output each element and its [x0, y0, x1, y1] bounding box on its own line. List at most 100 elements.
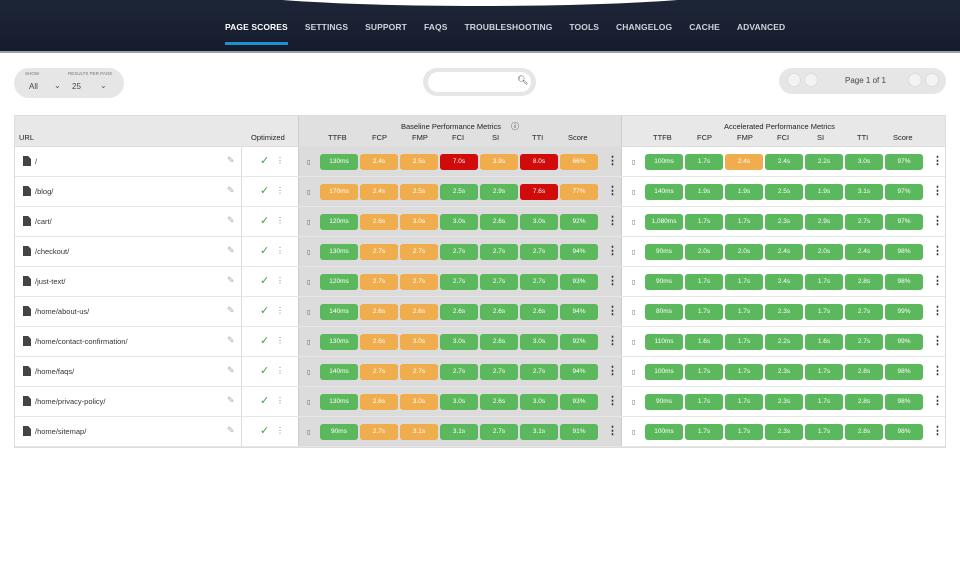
- search-input[interactable]: [428, 72, 531, 92]
- baseline-tti-header[interactable]: TTI: [532, 133, 544, 142]
- baseline-device-icon[interactable]: ▯: [307, 310, 311, 316]
- show-select[interactable]: All: [29, 82, 38, 91]
- baseline-fcp-header[interactable]: FCP: [372, 133, 387, 142]
- baseline-device-icon[interactable]: ▯: [307, 250, 311, 256]
- accelerated-device-icon[interactable]: ▯: [632, 220, 636, 226]
- optimized-menu-icon[interactable]: ⋮: [276, 336, 284, 345]
- edit-pencil-icon[interactable]: ✎: [227, 275, 235, 285]
- last-page-button[interactable]: [925, 73, 939, 87]
- next-page-button[interactable]: [908, 73, 922, 87]
- baseline-device-icon[interactable]: ▯: [307, 190, 311, 196]
- accelerated-row-menu-icon[interactable]: ⋮: [932, 275, 943, 287]
- optimized-menu-icon[interactable]: ⋮: [276, 366, 284, 375]
- url-link[interactable]: /just-text/: [35, 277, 66, 286]
- edit-pencil-icon[interactable]: ✎: [227, 335, 235, 345]
- edit-pencil-icon[interactable]: ✎: [227, 155, 235, 165]
- baseline-score-header[interactable]: Score: [568, 133, 588, 142]
- url-link[interactable]: /home/contact-confirmation/: [35, 337, 128, 346]
- url-link[interactable]: /cart/: [35, 217, 52, 226]
- baseline-row-menu-icon[interactable]: ⋮: [607, 305, 618, 317]
- search-icon[interactable]: 🔍︎: [517, 75, 529, 85]
- accelerated-row-menu-icon[interactable]: ⋮: [932, 185, 943, 197]
- baseline-device-icon[interactable]: ▯: [307, 220, 311, 226]
- accelerated-row-menu-icon[interactable]: ⋮: [932, 365, 943, 377]
- baseline-row-menu-icon[interactable]: ⋮: [607, 395, 618, 407]
- accelerated-device-icon[interactable]: ▯: [632, 160, 636, 166]
- baseline-row-menu-icon[interactable]: ⋮: [607, 335, 618, 347]
- accelerated-tti-header[interactable]: TTI: [857, 133, 869, 142]
- accelerated-si-header[interactable]: SI: [817, 133, 825, 142]
- nav-tab-settings[interactable]: SETTINGS: [304, 22, 349, 32]
- info-icon[interactable]: ⓘ: [511, 122, 519, 131]
- accelerated-device-icon[interactable]: ▯: [632, 370, 636, 376]
- prev-page-button[interactable]: [804, 73, 818, 87]
- accelerated-row-menu-icon[interactable]: ⋮: [932, 305, 943, 317]
- accelerated-device-icon[interactable]: ▯: [632, 400, 636, 406]
- nav-tab-tools[interactable]: TOOLS: [569, 22, 600, 32]
- url-link[interactable]: /: [35, 157, 38, 166]
- edit-pencil-icon[interactable]: ✎: [227, 215, 235, 225]
- baseline-row-menu-icon[interactable]: ⋮: [607, 425, 618, 437]
- nav-tab-support[interactable]: SUPPORT: [365, 22, 407, 32]
- baseline-ttfb-header[interactable]: TTFB: [328, 133, 347, 142]
- accelerated-device-icon[interactable]: ▯: [632, 310, 636, 316]
- accelerated-device-icon[interactable]: ▯: [632, 340, 636, 346]
- edit-pencil-icon[interactable]: ✎: [227, 245, 235, 255]
- baseline-device-icon[interactable]: ▯: [307, 340, 311, 346]
- accelerated-fmp-header[interactable]: FMP: [737, 133, 753, 142]
- nav-tab-changelog[interactable]: CHANGELOG: [616, 22, 673, 32]
- optimized-menu-icon[interactable]: ⋮: [276, 426, 284, 435]
- baseline-si-header[interactable]: SI: [492, 133, 500, 142]
- baseline-device-icon[interactable]: ▯: [307, 400, 311, 406]
- edit-pencil-icon[interactable]: ✎: [227, 185, 235, 195]
- baseline-row-menu-icon[interactable]: ⋮: [607, 245, 618, 257]
- optimized-menu-icon[interactable]: ⋮: [276, 186, 284, 195]
- accelerated-row-menu-icon[interactable]: ⋮: [932, 335, 943, 347]
- accelerated-ttfb-header[interactable]: TTFB: [653, 133, 672, 142]
- baseline-device-icon[interactable]: ▯: [307, 370, 311, 376]
- optimized-menu-icon[interactable]: ⋮: [276, 396, 284, 405]
- edit-pencil-icon[interactable]: ✎: [227, 425, 235, 435]
- rpp-select[interactable]: 25: [72, 82, 81, 91]
- url-link[interactable]: /home/about-us/: [35, 307, 90, 316]
- optimized-menu-icon[interactable]: ⋮: [276, 216, 284, 225]
- url-link[interactable]: /home/faqs/: [35, 367, 75, 376]
- accelerated-fci-header[interactable]: FCI: [777, 133, 790, 142]
- chevron-down-icon[interactable]: ⌄: [100, 81, 107, 90]
- url-link[interactable]: /checkout/: [35, 247, 70, 256]
- edit-pencil-icon[interactable]: ✎: [227, 365, 235, 375]
- nav-tab-troubleshooting[interactable]: TROUBLESHOOTING: [464, 22, 553, 32]
- optimized-menu-icon[interactable]: ⋮: [276, 246, 284, 255]
- accelerated-row-menu-icon[interactable]: ⋮: [932, 215, 943, 227]
- edit-pencil-icon[interactable]: ✎: [227, 395, 235, 405]
- accelerated-row-menu-icon[interactable]: ⋮: [932, 155, 943, 167]
- url-header[interactable]: URL: [19, 133, 35, 142]
- accelerated-row-menu-icon[interactable]: ⋮: [932, 425, 943, 437]
- accelerated-score-header[interactable]: Score: [893, 133, 913, 142]
- baseline-device-icon[interactable]: ▯: [307, 280, 311, 286]
- optimized-header[interactable]: Optimized: [251, 133, 285, 142]
- baseline-row-menu-icon[interactable]: ⋮: [607, 215, 618, 227]
- optimized-menu-icon[interactable]: ⋮: [276, 276, 284, 285]
- nav-tab-advanced[interactable]: ADVANCED: [736, 22, 786, 32]
- nav-tab-page-scores[interactable]: PAGE SCORES: [225, 22, 288, 45]
- edit-pencil-icon[interactable]: ✎: [227, 305, 235, 315]
- baseline-device-icon[interactable]: ▯: [307, 160, 311, 166]
- accelerated-device-icon[interactable]: ▯: [632, 250, 636, 256]
- baseline-row-menu-icon[interactable]: ⋮: [607, 185, 618, 197]
- nav-tab-faqs[interactable]: FAQS: [423, 22, 448, 32]
- accelerated-device-icon[interactable]: ▯: [632, 430, 636, 436]
- first-page-button[interactable]: [787, 73, 801, 87]
- accelerated-row-menu-icon[interactable]: ⋮: [932, 245, 943, 257]
- optimized-menu-icon[interactable]: ⋮: [276, 156, 284, 165]
- baseline-row-menu-icon[interactable]: ⋮: [607, 365, 618, 377]
- baseline-fmp-header[interactable]: FMP: [412, 133, 428, 142]
- accelerated-row-menu-icon[interactable]: ⋮: [932, 395, 943, 407]
- accelerated-device-icon[interactable]: ▯: [632, 190, 636, 196]
- accelerated-fcp-header[interactable]: FCP: [697, 133, 712, 142]
- nav-tab-cache[interactable]: CACHE: [689, 22, 720, 32]
- url-link[interactable]: /home/sitemap/: [35, 427, 87, 436]
- url-link[interactable]: /home/privacy-policy/: [35, 397, 106, 406]
- baseline-row-menu-icon[interactable]: ⋮: [607, 275, 618, 287]
- url-link[interactable]: /blog/: [35, 187, 54, 196]
